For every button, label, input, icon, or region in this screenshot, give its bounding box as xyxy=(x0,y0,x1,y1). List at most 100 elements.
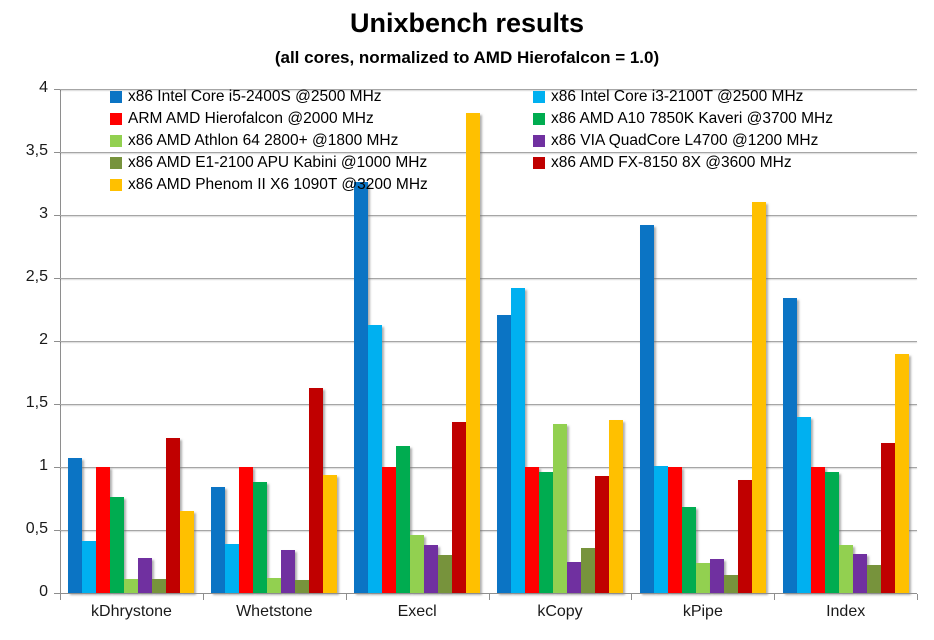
y-axis-tick xyxy=(54,215,60,216)
bar xyxy=(566,561,581,593)
legend-marker-icon xyxy=(110,135,122,147)
bar xyxy=(838,545,853,593)
bar xyxy=(824,472,839,593)
legend-item: ARM AMD Hierofalcon @2000 MHz xyxy=(110,108,374,130)
bar xyxy=(608,420,623,593)
legend-item: x86 AMD FX-8150 8X @3600 MHz xyxy=(533,152,792,174)
bar xyxy=(96,467,111,593)
bar xyxy=(281,550,296,593)
y-axis-tick-label: 3,5 xyxy=(25,142,48,159)
y-axis-line xyxy=(60,89,61,598)
bar xyxy=(309,387,324,593)
legend-label: ARM AMD Hierofalcon @2000 MHz xyxy=(128,110,374,127)
bar xyxy=(496,314,511,593)
bar xyxy=(737,479,752,593)
y-axis-tick xyxy=(54,341,60,342)
bar xyxy=(267,577,282,593)
bar xyxy=(225,543,240,593)
bar xyxy=(410,535,425,593)
category-label: Whetstone xyxy=(236,603,313,620)
bar xyxy=(782,298,797,593)
chart-title: Unixbench results xyxy=(349,8,585,38)
y-axis-tick-label: 1,5 xyxy=(25,394,48,411)
legend-marker-icon xyxy=(110,113,122,125)
y-axis-tick-label: 2,5 xyxy=(25,268,48,285)
bar xyxy=(524,467,539,593)
y-axis-tick xyxy=(54,593,60,594)
legend-label: x86 VIA QuadCore L4700 @1200 MHz xyxy=(551,132,819,149)
bar-group xyxy=(639,202,766,593)
legend-marker-icon xyxy=(110,179,122,191)
bar xyxy=(681,507,696,593)
gridline xyxy=(60,530,917,531)
category-label: kCopy xyxy=(537,603,583,620)
legend-marker-icon xyxy=(110,91,122,103)
x-axis-tick xyxy=(60,594,61,600)
bar xyxy=(552,424,567,593)
y-axis-tick xyxy=(54,278,60,279)
y-axis-tick xyxy=(54,404,60,405)
bar xyxy=(180,511,195,593)
bar xyxy=(82,541,97,593)
legend-marker-icon xyxy=(533,157,545,169)
legend-label: x86 Intel Core i5-2400S @2500 MHz xyxy=(128,88,382,105)
y-axis-tick xyxy=(54,152,60,153)
bar xyxy=(424,545,439,593)
legend-item: x86 VIA QuadCore L4700 @1200 MHz xyxy=(533,130,818,152)
gridline xyxy=(60,89,917,90)
gridline xyxy=(60,152,917,153)
legend-marker-icon xyxy=(533,113,545,125)
legend-label: x86 AMD FX-8150 8X @3600 MHz xyxy=(551,154,792,171)
bar xyxy=(538,472,553,593)
x-axis-tick xyxy=(774,594,776,600)
x-axis-tick xyxy=(202,594,204,600)
y-axis-tick-label: 0 xyxy=(39,583,48,600)
bar xyxy=(152,579,167,593)
bar-group xyxy=(211,387,338,593)
bar xyxy=(396,445,411,593)
bar xyxy=(166,438,181,593)
y-axis-tick xyxy=(54,467,60,468)
x-axis-tick xyxy=(345,594,347,600)
bar xyxy=(667,467,682,593)
chart-subtitle: (all cores, normalized to AMD Hierofalco… xyxy=(274,48,660,67)
gridline xyxy=(60,278,917,279)
gridline xyxy=(60,467,917,468)
bar xyxy=(880,443,895,593)
bar xyxy=(723,575,738,593)
bar xyxy=(382,467,397,593)
bar-group xyxy=(354,112,481,593)
bar xyxy=(124,579,139,593)
y-axis-tick-label: 1 xyxy=(39,457,48,474)
x-axis-tick xyxy=(488,594,490,600)
legend-item: x86 Intel Core i5-2400S @2500 MHz xyxy=(110,86,382,108)
bar xyxy=(239,467,254,593)
x-axis-tick xyxy=(631,594,633,600)
bar xyxy=(709,558,724,593)
legend-item: x86 Intel Core i3-2100T @2500 MHz xyxy=(533,86,803,108)
bar xyxy=(253,482,268,593)
bar-group xyxy=(68,438,195,593)
bar xyxy=(653,465,668,593)
legend-marker-icon xyxy=(110,157,122,169)
y-axis-tick-label: 3 xyxy=(39,205,48,222)
bar xyxy=(852,553,867,593)
gridline xyxy=(60,404,917,405)
bar-group xyxy=(782,298,909,593)
category-label: Index xyxy=(826,603,866,620)
bar xyxy=(810,467,825,593)
legend-item: x86 AMD Athlon 64 2800+ @1800 MHz xyxy=(110,130,398,152)
y-axis-tick-label: 4 xyxy=(39,79,48,96)
bar xyxy=(510,288,525,593)
y-axis-tick xyxy=(54,530,60,531)
bar xyxy=(438,555,453,593)
category-label: Execl xyxy=(397,603,437,620)
gridline xyxy=(60,215,917,216)
category-label: kPipe xyxy=(682,603,723,620)
bar xyxy=(211,487,226,593)
legend-label: x86 AMD Athlon 64 2800+ @1800 MHz xyxy=(128,132,399,149)
bar xyxy=(594,475,609,593)
legend-item: x86 AMD E1-2100 APU Kabini @1000 MHz xyxy=(110,152,427,174)
bar xyxy=(639,225,654,593)
bar xyxy=(866,565,881,593)
